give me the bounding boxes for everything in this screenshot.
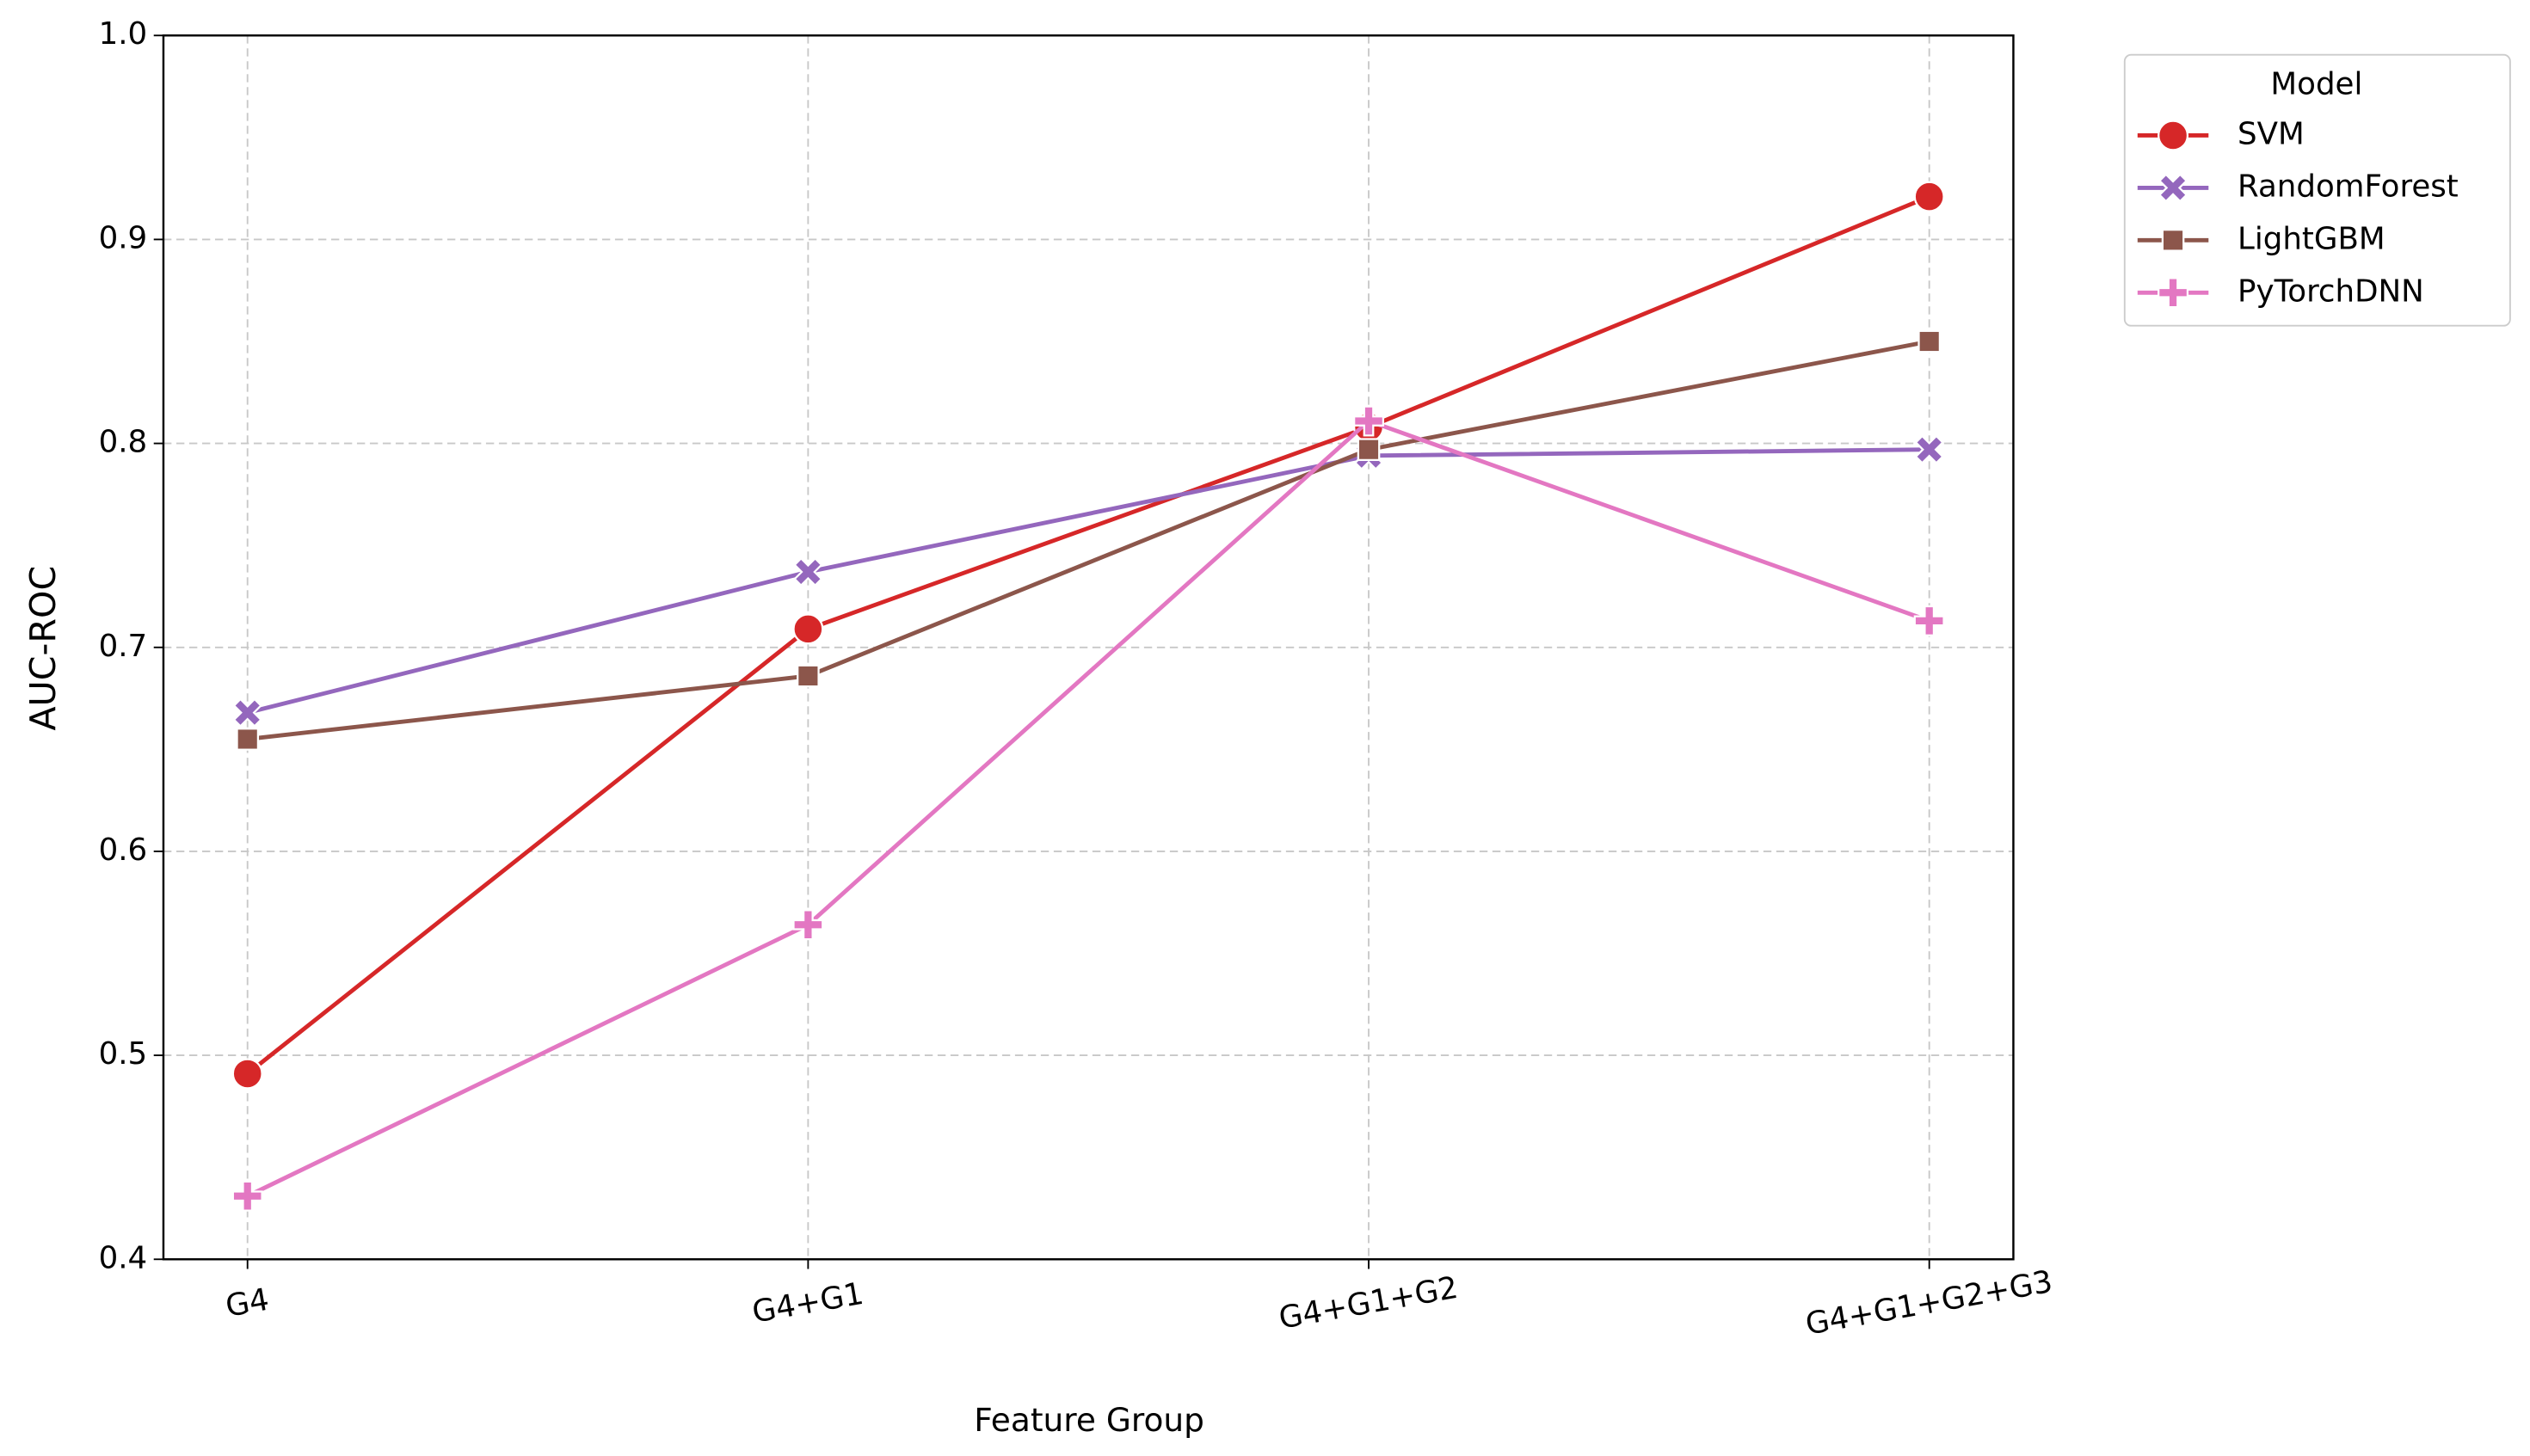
x-axis-label: Feature Group <box>974 1401 1204 1439</box>
y-axis-label: AUC-ROC <box>22 566 64 731</box>
marker <box>1918 329 1941 353</box>
y-tick-label: 1.0 <box>99 16 148 52</box>
plot-frame <box>162 34 2015 1261</box>
series-line <box>247 447 1930 716</box>
marker <box>793 556 823 587</box>
legend-label: LightGBM <box>2238 221 2385 256</box>
y-tick-label: 0.6 <box>99 832 148 868</box>
y-tick-label: 0.4 <box>99 1240 148 1275</box>
legend-title: Model <box>2270 66 2362 101</box>
legend-label: PyTorchDNN <box>2238 273 2424 309</box>
marker <box>792 909 824 941</box>
legend-label: RandomForest <box>2238 169 2459 204</box>
marker <box>797 664 820 688</box>
marker <box>236 728 260 751</box>
marker <box>2158 120 2189 151</box>
x-tick-label: G4 <box>223 1282 272 1324</box>
marker <box>1357 438 1381 462</box>
legend: Model SVM RandomForest LightGBM PyTorchDNN <box>2123 53 2511 327</box>
marker <box>231 1058 263 1090</box>
marker <box>1913 605 1945 636</box>
series-line <box>246 194 1930 1076</box>
marker <box>1914 434 1944 464</box>
marker <box>2158 277 2189 309</box>
marker <box>2158 173 2188 203</box>
marker <box>2161 229 2185 252</box>
marker <box>232 697 262 728</box>
marker <box>792 613 824 645</box>
y-tick-label: 0.7 <box>99 629 148 664</box>
series-line <box>246 418 1930 1198</box>
y-tick-label: 0.5 <box>99 1036 148 1072</box>
marker <box>231 1180 263 1212</box>
legend-label: SVM <box>2238 116 2305 151</box>
y-tick-label: 0.9 <box>99 220 148 255</box>
legend-box <box>2123 53 2511 327</box>
marker <box>1353 405 1385 437</box>
y-tick-label: 0.8 <box>99 425 148 460</box>
series-line <box>247 339 1930 741</box>
marker <box>1913 181 1945 212</box>
